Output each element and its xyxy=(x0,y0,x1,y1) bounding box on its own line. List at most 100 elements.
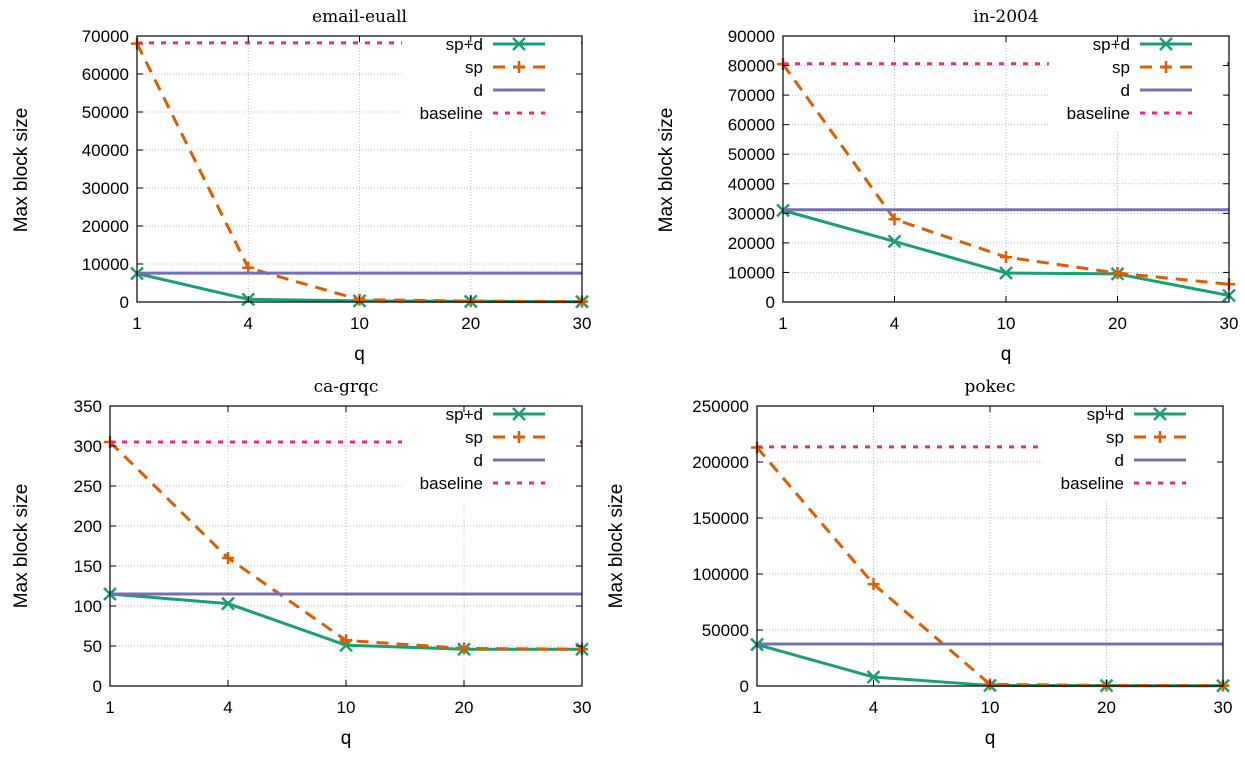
x-tick-label: 1 xyxy=(132,314,141,333)
x-tick-label: 20 xyxy=(1097,698,1116,717)
data-point-sp xyxy=(867,578,880,591)
x-tick-label: 30 xyxy=(573,698,592,717)
y-tick-label: 40000 xyxy=(728,175,775,194)
y-tick-label: 10000 xyxy=(728,263,775,282)
legend-background xyxy=(402,38,580,130)
y-tick-label: 0 xyxy=(766,293,775,312)
legend-marker-sp xyxy=(513,431,525,443)
x-tick-label: 1 xyxy=(105,698,114,717)
legend-label-baseline: baseline xyxy=(420,474,483,493)
x-axis-label: q xyxy=(354,344,365,365)
y-axis-label: Max block size xyxy=(656,108,677,233)
legend-label-sp+d: sp+d xyxy=(1093,35,1130,54)
chart-title: email-euall xyxy=(312,7,407,27)
y-tick-label: 300 xyxy=(74,437,102,456)
x-tick-label: 20 xyxy=(1108,314,1127,333)
legend-label-d: d xyxy=(1115,451,1124,470)
legend-marker-sp+d xyxy=(1153,407,1167,421)
data-point-sp xyxy=(1111,267,1124,280)
legend-label-sp+d: sp+d xyxy=(446,35,483,54)
x-tick-label: 30 xyxy=(573,314,592,333)
y-tick-label: 70000 xyxy=(728,86,775,105)
legend-label-baseline: baseline xyxy=(420,104,483,123)
legend-marker-sp+d xyxy=(512,407,526,421)
x-axis-label: q xyxy=(1001,344,1012,365)
x-tick-label: 20 xyxy=(455,698,474,717)
x-tick-label: 10 xyxy=(981,698,1000,717)
y-tick-label: 60000 xyxy=(728,116,775,135)
chart-title: ca-grqc xyxy=(314,377,379,397)
y-axis-label: Max block size xyxy=(11,108,32,233)
legend-label-d: d xyxy=(474,451,483,470)
legend-label-baseline: baseline xyxy=(1061,474,1124,493)
chart-title: pokec xyxy=(965,377,1016,397)
y-tick-label: 30000 xyxy=(82,179,129,198)
legend-marker-sp+d xyxy=(512,37,526,51)
legend-label-d: d xyxy=(474,81,483,100)
y-tick-label: 100000 xyxy=(692,565,749,584)
y-tick-label: 20000 xyxy=(82,217,129,236)
x-tick-label: 10 xyxy=(337,698,356,717)
legend-label-sp: sp xyxy=(465,58,483,77)
x-tick-label: 10 xyxy=(997,314,1016,333)
data-point-sp+d xyxy=(866,670,881,684)
x-axis-label: q xyxy=(341,728,352,749)
y-tick-label: 350 xyxy=(74,397,102,416)
data-point-sp xyxy=(458,642,470,655)
y-tick-label: 200 xyxy=(74,517,102,536)
legend-marker-sp xyxy=(513,61,525,73)
x-tick-label: 1 xyxy=(752,698,761,717)
x-tick-label: 30 xyxy=(1214,698,1233,717)
y-tick-label: 250000 xyxy=(692,397,749,416)
data-point-sp xyxy=(340,634,352,647)
legend-label-d: d xyxy=(1121,81,1130,100)
y-tick-label: 10000 xyxy=(82,255,129,274)
legend-label-baseline: baseline xyxy=(1067,104,1130,123)
y-tick-label: 200000 xyxy=(692,453,749,472)
x-tick-label: 4 xyxy=(890,314,899,333)
y-tick-label: 60000 xyxy=(82,65,129,84)
x-tick-label: 4 xyxy=(223,698,232,717)
legend-label-sp: sp xyxy=(1112,58,1130,77)
data-point-sp+d xyxy=(999,266,1013,280)
chart-panel-ca-grqc: 0 50 100 150 200 250 300 350 1 4 10 20 30 ca-grqc q Max… xyxy=(11,377,591,749)
y-tick-label: 150 xyxy=(74,557,102,576)
y-tick-label: 50 xyxy=(83,637,102,656)
x-tick-label: 20 xyxy=(461,314,480,333)
y-tick-label: 100 xyxy=(74,597,102,616)
y-tick-label: 0 xyxy=(740,677,749,696)
legend-label-sp+d: sp+d xyxy=(1087,405,1124,424)
legend-marker-sp xyxy=(1160,61,1172,73)
y-tick-label: 250 xyxy=(74,477,102,496)
x-tick-label: 1 xyxy=(778,314,787,333)
data-point-sp+d xyxy=(887,234,902,249)
y-tick-label: 40000 xyxy=(82,141,129,160)
legend-marker-sp xyxy=(1154,431,1166,443)
chart-title: in-2004 xyxy=(973,7,1038,27)
y-tick-label: 0 xyxy=(93,677,102,696)
legend-label-sp+d: sp+d xyxy=(446,405,483,424)
y-tick-label: 20000 xyxy=(728,234,775,253)
y-tick-label: 0 xyxy=(120,293,129,312)
chart-panel-email-euall: 0 10000 20000 30000 40000 50000 60000 70000 1 4 10… xyxy=(11,7,591,365)
legend-background xyxy=(402,408,580,500)
x-axis-label: q xyxy=(985,728,996,749)
y-tick-label: 80000 xyxy=(728,57,775,76)
legend-label-sp: sp xyxy=(465,428,483,447)
y-tick-label: 70000 xyxy=(82,27,129,46)
data-point-sp xyxy=(888,213,901,226)
legend-background xyxy=(1043,408,1221,500)
data-point-sp xyxy=(222,552,234,564)
y-tick-label: 30000 xyxy=(728,204,775,223)
x-tick-label: 4 xyxy=(244,314,253,333)
legend-background xyxy=(1049,38,1227,130)
chart-panel-pokec: 0 50000 100000 150000 200000 250000 1 4 10 20 30 po… xyxy=(606,377,1232,749)
y-tick-label: 50000 xyxy=(728,145,775,164)
y-tick-label: 150000 xyxy=(692,509,749,528)
x-tick-label: 30 xyxy=(1220,314,1239,333)
data-point-sp+d xyxy=(221,596,235,611)
legend-marker-sp+d xyxy=(1159,37,1173,51)
y-tick-label: 50000 xyxy=(702,621,749,640)
y-tick-label: 90000 xyxy=(728,27,775,46)
data-point-sp xyxy=(1000,251,1012,264)
